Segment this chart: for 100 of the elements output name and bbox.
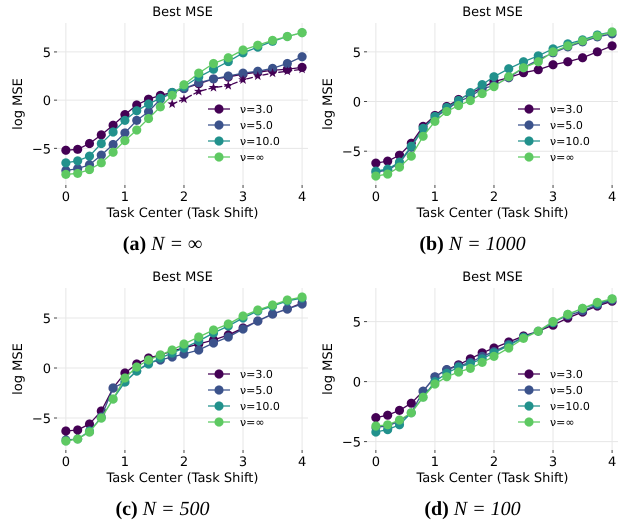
y-tick-label: 5 [352,316,361,331]
point [489,352,499,361]
x-tick-label: 2 [180,455,188,470]
x-tick-label: 4 [298,455,306,470]
point [394,162,404,172]
x-tick-label: 1 [120,455,130,470]
legend-label: ν=3.0 [550,103,583,116]
legend-label: ν=∞ [240,151,265,164]
x-axis-title: Task Center (Task Shift) [416,471,568,486]
y-tick-label: 5 [42,46,51,61]
y-tick-label: 0 [42,94,51,110]
point [282,58,292,68]
point [96,138,106,148]
x-tick-label: 2 [490,455,498,470]
x-axis-title: Task Center (Task Shift) [106,471,258,486]
legend-label: ν=5.0 [550,384,583,397]
y-axis-title: log MSE [321,78,336,130]
point [208,58,218,68]
point [563,57,572,66]
legend-label: ν=∞ [240,416,265,429]
y-tick-label: −5 [342,436,361,451]
point [208,338,218,348]
x-tick-label: 1 [430,455,440,470]
point [132,125,142,135]
point [108,148,118,157]
point [418,132,428,141]
point [96,130,106,140]
point [607,41,617,50]
point [548,60,558,70]
point [592,47,602,56]
legend-label: ν=10.0 [240,400,280,413]
point [371,413,380,422]
point [454,100,464,110]
point [120,373,130,383]
point [84,138,94,148]
y-tick-label: 0 [352,376,361,391]
point [394,406,404,415]
chart-title: Best MSE [152,5,213,20]
x-tick-label: 4 [298,190,306,205]
point [194,86,204,96]
point [84,151,94,161]
point [61,170,70,179]
point [478,358,487,367]
y-tick-label: −5 [32,412,51,427]
point [208,82,218,92]
point [61,146,70,155]
point [489,72,499,82]
point [144,99,154,109]
point [383,156,392,166]
point [120,128,130,138]
point [73,144,82,154]
legend-label: ν=5.0 [550,119,583,132]
point [167,99,177,108]
point [156,102,165,112]
point [478,80,487,90]
x-axis-title: Task Center (Task Shift) [416,206,568,221]
legend-label: ν=10.0 [240,135,280,148]
point [108,127,118,137]
point [179,339,189,349]
point [194,332,204,342]
point [504,64,514,74]
y-tick-label: −5 [32,142,51,158]
point [268,68,278,78]
x-tick-label: 1 [430,190,440,205]
legend-label: ν=∞ [550,151,575,164]
point [253,71,263,80]
point [194,68,204,78]
point [84,164,94,174]
point [108,140,118,150]
x-tick-label: 3 [238,190,248,205]
point [406,398,416,408]
point [224,53,233,62]
point [132,116,142,125]
x-tick-label: 0 [372,190,380,205]
point [61,426,70,436]
point [478,88,487,98]
y-axis-title: log MSE [321,343,336,395]
point [120,116,130,125]
legend-label: ν=5.0 [240,119,273,132]
point [132,362,142,372]
x-tick-label: 2 [180,190,188,205]
point [120,136,130,146]
point [297,52,307,62]
chart-title: Best MSE [152,270,213,285]
point [224,80,234,90]
point [144,114,154,124]
x-tick-label: 1 [120,190,130,205]
point [504,343,514,353]
point [454,367,464,377]
legend-label: ν=5.0 [240,384,273,397]
point [371,171,380,181]
x-tick-label: 3 [238,455,248,470]
y-axis-title: log MSE [11,343,26,395]
x-axis-title: Task Center (Task Shift) [106,206,258,221]
point [406,152,416,161]
point [73,425,82,435]
legend-label: ν=3.0 [240,103,273,116]
point [442,372,452,382]
y-axis-title: log MSE [11,78,26,130]
chart-title: Best MSE [462,5,523,20]
